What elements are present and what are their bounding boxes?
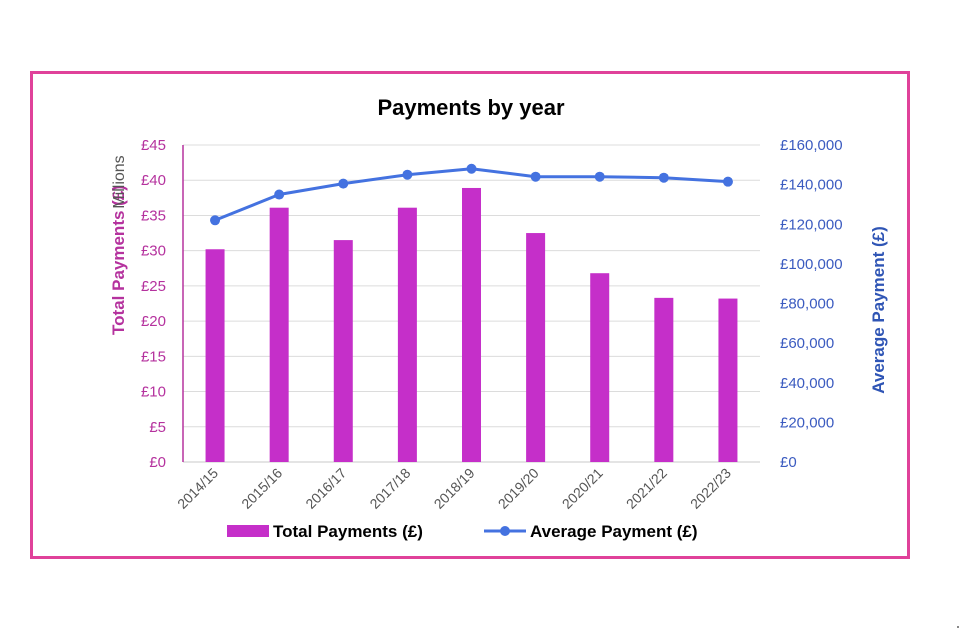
right-tick-label: £140,000 xyxy=(780,177,843,194)
point-average-payment xyxy=(466,163,477,174)
bar-total-payments xyxy=(333,240,353,462)
legend-swatch-marker-average-payment xyxy=(500,526,510,536)
x-tick-label: 2021/22 xyxy=(623,465,670,512)
point-average-payment xyxy=(594,171,605,182)
legend: Total Payments (£) Average Payment (£) xyxy=(227,522,698,541)
x-tick-label: 2017/18 xyxy=(366,465,413,512)
line-series xyxy=(210,163,733,226)
bar-total-payments xyxy=(462,187,481,462)
right-tick-label: £40,000 xyxy=(780,375,834,392)
x-tick-label: 2019/20 xyxy=(495,465,542,512)
left-tick-label: £20 xyxy=(141,313,166,330)
right-tick-label: £100,000 xyxy=(780,256,843,273)
x-axis-ticks: 2014/15 2015/16 2016/17 2017/18 2018/19 2019/… xyxy=(174,465,734,512)
x-tick-label: 2022/23 xyxy=(687,465,734,512)
point-average-payment xyxy=(722,176,733,187)
right-tick-label: £120,000 xyxy=(780,216,843,233)
bar-total-payments xyxy=(526,233,546,462)
left-tick-label: £45 xyxy=(141,137,166,154)
point-average-payment xyxy=(210,215,221,226)
left-tick-label: £5 xyxy=(149,419,166,436)
left-tick-label: £15 xyxy=(141,348,166,365)
bar-series xyxy=(205,187,738,462)
left-axis-unit: Millions xyxy=(111,155,128,208)
right-tick-label: £0 xyxy=(780,454,797,471)
x-tick-label: 2020/21 xyxy=(559,465,606,512)
point-average-payment xyxy=(338,178,349,189)
left-tick-label: £30 xyxy=(141,243,166,260)
right-axis-title: Average Payment (£) xyxy=(869,226,888,394)
bar-total-payments xyxy=(269,207,289,462)
bar-total-payments xyxy=(654,297,674,462)
left-tick-label: £0 xyxy=(149,454,166,471)
bar-total-payments xyxy=(397,207,417,462)
right-tick-label: £80,000 xyxy=(780,296,834,313)
bar-total-payments xyxy=(205,249,225,462)
left-axis-title: Total Payments (£) xyxy=(109,185,128,335)
chart-title: Payments by year xyxy=(377,95,565,120)
left-tick-label: £10 xyxy=(141,384,166,401)
corner-dot xyxy=(957,626,959,628)
right-tick-label: £20,000 xyxy=(780,414,834,431)
left-tick-label: £35 xyxy=(141,207,166,224)
left-tick-label: £25 xyxy=(141,278,166,295)
right-tick-label: £60,000 xyxy=(780,335,834,352)
x-tick-label: 2018/19 xyxy=(431,465,478,512)
point-average-payment xyxy=(402,169,413,180)
bar-total-payments xyxy=(590,273,610,462)
right-axis-ticks: £0 £20,000 £40,000 £60,000 £80,000 £100,000 £1… xyxy=(780,137,843,471)
x-tick-label: 2014/15 xyxy=(174,465,221,512)
x-tick-label: 2016/17 xyxy=(302,465,349,512)
x-tick-label: 2015/16 xyxy=(238,465,285,512)
left-axis-ticks: £0 £5 £10 £15 £20 £25 £30 £35 £40 £45 xyxy=(141,137,166,471)
right-tick-label: £160,000 xyxy=(780,137,843,154)
legend-label-total-payments: Total Payments (£) xyxy=(273,522,423,541)
point-average-payment xyxy=(658,172,669,183)
legend-swatch-total-payments xyxy=(227,525,269,537)
left-tick-label: £40 xyxy=(141,172,166,189)
point-average-payment xyxy=(530,171,541,182)
legend-label-average-payment: Average Payment (£) xyxy=(530,522,698,541)
point-average-payment xyxy=(274,189,285,200)
bar-total-payments xyxy=(718,298,738,462)
